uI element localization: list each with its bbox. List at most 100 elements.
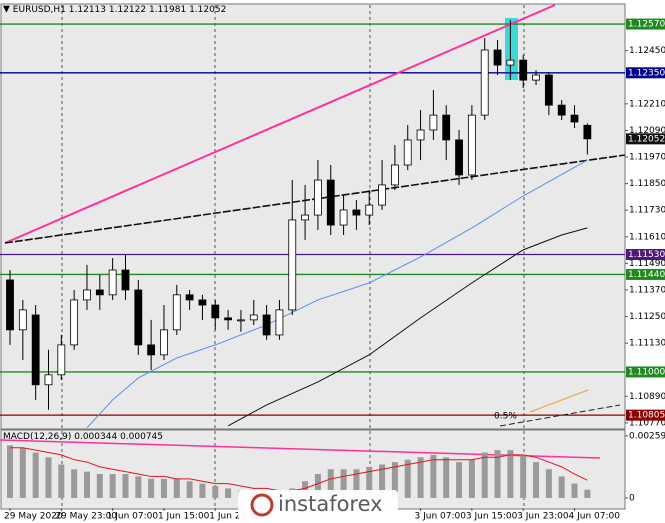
macd-bar <box>494 450 501 498</box>
level-box <box>626 268 665 280</box>
level-label: 1.12350 <box>628 68 665 78</box>
candle-body <box>390 164 399 186</box>
macd-bar <box>148 478 155 498</box>
candle-body <box>172 294 181 331</box>
candle-body <box>18 309 27 331</box>
macd-bar <box>558 476 565 498</box>
macd-bar <box>109 474 116 498</box>
candle-body <box>249 314 258 321</box>
macd-bar <box>135 476 142 498</box>
macd-bar <box>58 464 65 498</box>
level-box <box>626 67 665 79</box>
macd-bar <box>199 483 206 498</box>
macd-bar <box>353 469 360 498</box>
moving-average <box>227 227 588 427</box>
candle-body <box>557 104 566 116</box>
macd-bar <box>186 481 193 498</box>
level-box <box>626 18 665 30</box>
price-panel <box>0 3 626 430</box>
y-tick-label: 1.11730 <box>629 206 665 216</box>
level-label: 1.11530 <box>628 250 665 260</box>
x-tick-label: 1 Jun 23:00 <box>209 512 261 522</box>
macd-bar <box>212 486 219 498</box>
candle-body <box>262 314 271 336</box>
y-tick-label: 1.10770 <box>629 418 665 428</box>
candle-body <box>275 309 284 336</box>
ohlc-open: 1.12113 <box>69 5 106 15</box>
macd-bar <box>533 462 540 498</box>
candle-body <box>57 344 66 376</box>
macd-bar <box>468 459 475 498</box>
macd-bar <box>571 483 578 498</box>
candle-body <box>532 74 540 81</box>
candle-body <box>108 269 117 296</box>
ohlc-low: 1.11981 <box>149 5 186 15</box>
annotation: 0.5% <box>494 412 517 422</box>
macd-bar <box>340 469 347 498</box>
candle-body <box>83 289 91 301</box>
macd-bar <box>225 488 232 498</box>
macd-bar <box>19 447 26 498</box>
x-tick-label: 29 May 2020 <box>4 512 63 522</box>
level-label: 1.11000 <box>628 367 665 377</box>
y-tick-label: 1.10890 <box>629 392 665 402</box>
indicator-name: MACD(12,26,9) <box>3 432 71 442</box>
x-tick-label: 3 Jun 23:00 <box>517 512 569 522</box>
y-tick-label: 1.11250 <box>629 312 665 322</box>
candle-body <box>544 74 553 106</box>
candle-body <box>160 329 168 356</box>
x-tick-label: 3 Jun 15:00 <box>466 512 518 522</box>
ohlc-high: 1.12122 <box>109 5 146 15</box>
x-tick-label: 4 Jun 07:00 <box>569 512 621 522</box>
indicator-header: MACD(12,26,9) 0.000344 0.000745 <box>3 432 163 442</box>
extra-line <box>529 389 589 413</box>
candle-body <box>237 319 245 322</box>
macd-bar <box>71 469 78 498</box>
candle-body <box>6 279 14 331</box>
day-separators <box>61 5 525 509</box>
candle-body <box>288 219 297 311</box>
watermark-logo <box>250 493 274 517</box>
y-tick-label: 1.11490 <box>629 259 665 269</box>
x-tick-label: 1 Jun 07:00 <box>107 512 159 522</box>
macd-bar <box>379 464 386 498</box>
ohlc-close: 1.12052 <box>189 5 226 15</box>
macd-bar <box>520 454 527 498</box>
candle-body <box>429 114 438 131</box>
candle-body <box>480 49 489 116</box>
candle-body <box>185 294 194 301</box>
y-tick-label: 1.11130 <box>629 339 665 349</box>
y-tick-label: 1.11370 <box>629 285 665 295</box>
candle-body <box>224 317 233 321</box>
candle-body <box>44 374 53 386</box>
level-label: 1.11440 <box>628 270 665 280</box>
candle-body <box>467 114 476 176</box>
macd-bar <box>366 466 373 498</box>
current-price: 1.12052 <box>628 134 665 144</box>
candle-body <box>339 209 348 226</box>
y-tick-label: 1.12210 <box>629 99 665 109</box>
macd-bar <box>45 457 52 498</box>
macd-bar <box>160 478 167 498</box>
candle-body <box>506 59 515 66</box>
chart-header: ▼ EURUSD,H1 1.12113 1.12122 1.11981 1.12… <box>3 5 226 15</box>
macd-bar <box>545 469 552 498</box>
macd-bar <box>302 481 309 498</box>
candle-body <box>301 214 309 221</box>
macd-bar <box>430 454 437 498</box>
candle-body <box>211 304 220 319</box>
candle-body <box>147 344 156 356</box>
y-tick-label: 0 <box>629 493 635 503</box>
candle-body <box>442 114 451 141</box>
macd-bar <box>417 457 424 498</box>
highlight-box <box>505 18 518 80</box>
macd-bar <box>404 459 411 498</box>
candle-body <box>134 289 143 346</box>
x-tick-label: 29 May 23:00 <box>55 512 117 522</box>
watermark: instaforex <box>278 492 383 516</box>
price-box <box>626 133 665 145</box>
candle-body <box>95 289 104 296</box>
macd-bar <box>314 474 321 498</box>
trend-line <box>4 4 556 244</box>
